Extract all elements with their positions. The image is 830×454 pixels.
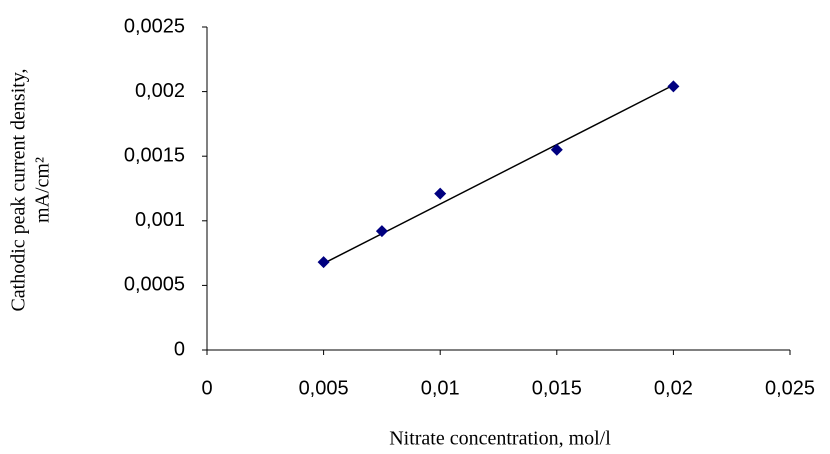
- data-point: [434, 187, 447, 200]
- y-tick-label: 0: [174, 338, 185, 360]
- data-point: [375, 225, 388, 238]
- x-tick-label: 0,015: [532, 377, 582, 399]
- y-tick-label: 0,001: [135, 209, 185, 231]
- x-tick-label: 0,005: [299, 377, 349, 399]
- trendline: [323, 84, 674, 265]
- x-tick-label: 0,01: [421, 377, 460, 399]
- x-tick-label: 0,02: [654, 377, 693, 399]
- x-tick-label: 0,025: [765, 377, 815, 399]
- x-tick-label: 0: [201, 377, 212, 399]
- y-tick-label: 0,0015: [124, 144, 185, 166]
- y-tick-label: 0,0005: [124, 274, 185, 296]
- y-tick-label: 0,0025: [124, 15, 185, 37]
- data-point: [317, 256, 330, 269]
- y-tick-label: 0,002: [135, 80, 185, 102]
- data-point: [667, 80, 680, 93]
- x-axis-title: Nitrate concentration, mol/l: [389, 428, 611, 450]
- data-point: [550, 143, 563, 156]
- y-axis-title: mA/cm²: [32, 157, 54, 223]
- y-axis-title: Cathodic peak current density,: [8, 68, 30, 311]
